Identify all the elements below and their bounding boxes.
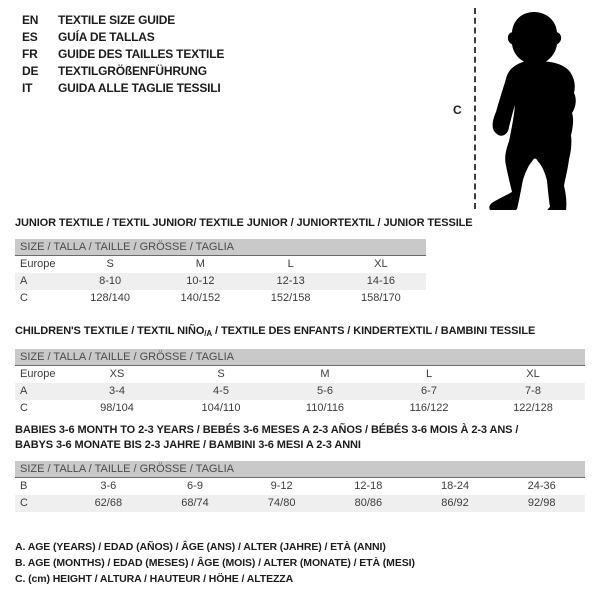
language-row-de: DE TEXTILGRÖßENFÜHRUNG — [22, 63, 224, 80]
value-cell: 68/74 — [181, 497, 209, 509]
value-cell: 12-18 — [354, 480, 383, 492]
value-cell: 128/140 — [90, 292, 130, 304]
size-cell: XL — [374, 258, 388, 270]
language-code: FR — [22, 47, 38, 61]
toddler-silhouette — [489, 12, 576, 210]
size-cell: S — [217, 368, 225, 380]
size-cell: M — [320, 368, 330, 380]
table-row-age: A 8-10 10-12 12-13 14-16 — [15, 273, 426, 290]
title-text: / TEXTILE DES ENFANTS / KINDERTEXTIL / B… — [212, 325, 536, 337]
value-cell: 3-6 — [100, 480, 117, 492]
value-cell: 6-7 — [421, 385, 437, 397]
size-header-bar: SIZE / TALLA / TAILLE / GRÖSSE / TAGLIA — [15, 239, 426, 256]
table-row-europe: Europe XS S M L XL — [15, 366, 585, 383]
footnote-age-months: B. AGE (MONTHS) / EDAD (MESES) / ÂGE (MO… — [15, 557, 415, 569]
footnote-height: C. (cm) HEIGHT / ALTURA / HAUTEUR / HÖHE… — [15, 573, 294, 585]
size-cell: XL — [526, 368, 540, 380]
value-cell: 110/116 — [305, 402, 345, 414]
value-cell: 104/110 — [201, 402, 241, 414]
value-cell: 62/68 — [94, 497, 123, 509]
title-text: CHILDREN'S TEXTILE / TEXTIL NIÑO — [15, 325, 205, 337]
language-row-it: IT GUIDA ALLE TAGLIE TESSILI — [22, 80, 224, 97]
language-row-en: EN TEXTILE SIZE GUIDE — [22, 12, 224, 29]
language-title-block: EN TEXTILE SIZE GUIDE ES GUÍA DE TALLAS … — [22, 12, 224, 97]
size-header-bar: SIZE / TALLA / TAILLE / GRÖSSE / TAGLIA — [15, 349, 585, 366]
table-row-height: C 62/68 68/74 74/80 80/86 86/92 92/98 — [15, 495, 585, 512]
row-label: Europe — [20, 258, 56, 270]
table-row-months: B 3-6 6-9 9-12 12-18 18-24 24-36 — [15, 478, 585, 495]
row-label: B — [20, 480, 28, 492]
babies-size-table: SIZE / TALLA / TAILLE / GRÖSSE / TAGLIA … — [15, 461, 585, 512]
size-header-bar: SIZE / TALLA / TAILLE / GRÖSSE / TAGLIA — [15, 461, 585, 478]
value-cell: 8-10 — [99, 275, 122, 287]
value-cell: 74/80 — [267, 497, 296, 509]
table-row-height: C 128/140 140/152 152/158 158/170 — [15, 290, 426, 307]
title-subscript: /A — [204, 329, 213, 338]
language-row-fr: FR GUIDE DES TAILLES TEXTILE — [22, 46, 224, 63]
value-cell: 9-12 — [270, 480, 293, 492]
value-cell: 92/98 — [527, 497, 556, 509]
value-cell: 116/122 — [409, 402, 449, 414]
value-cell: 140/152 — [180, 292, 221, 304]
language-title: GUIDE DES TAILLES TEXTILE — [58, 47, 225, 61]
value-cell: 12-13 — [276, 275, 305, 287]
table-row-europe: Europe S M L XL — [15, 256, 426, 273]
language-code: DE — [22, 64, 39, 78]
value-cell: 122/128 — [513, 402, 553, 414]
value-cell: 5-6 — [317, 385, 333, 397]
table-row-height: C 98/104 104/110 110/116 116/122 122/128 — [15, 400, 585, 417]
value-cell: 158/170 — [360, 292, 401, 304]
language-code: IT — [22, 81, 33, 95]
value-cell: 24-36 — [527, 480, 556, 492]
row-label: C — [20, 292, 28, 304]
value-cell: 7-8 — [525, 385, 541, 397]
row-label: C — [20, 402, 28, 414]
language-title: GUIDA ALLE TAGLIE TESSILI — [58, 81, 221, 95]
value-cell: 98/104 — [100, 402, 134, 414]
title-line-1: BABIES 3-6 MONTH TO 2-3 YEARS / BEBÉS 3-… — [15, 424, 519, 436]
section-title-children: CHILDREN'S TEXTILE / TEXTIL NIÑO/A / TEX… — [15, 324, 535, 341]
value-cell: 86/92 — [441, 497, 469, 509]
language-title: TEXTILE SIZE GUIDE — [58, 13, 176, 27]
junior-size-table: SIZE / TALLA / TAILLE / GRÖSSE / TAGLIA … — [15, 239, 426, 307]
row-label: A — [20, 275, 28, 287]
table-row-age: A 3-4 4-5 5-6 6-7 7-8 — [15, 383, 585, 400]
size-cell: XS — [109, 368, 125, 380]
value-cell: 18-24 — [440, 480, 470, 492]
language-code: ES — [22, 30, 38, 44]
value-cell: 152/158 — [270, 292, 311, 304]
value-cell: 4-5 — [213, 385, 229, 397]
language-row-es: ES GUÍA DE TALLAS — [22, 29, 224, 46]
value-cell: 14-16 — [366, 275, 395, 287]
size-cell: L — [425, 368, 433, 380]
value-cell: 10-12 — [186, 275, 215, 287]
footnote-age-years: A. AGE (YEARS) / EDAD (AÑOS) / ÂGE (ANS)… — [15, 541, 386, 553]
children-size-table: SIZE / TALLA / TAILLE / GRÖSSE / TAGLIA … — [15, 349, 585, 417]
row-label: A — [20, 385, 28, 397]
height-measure-label: C — [453, 103, 462, 117]
title-line-2: BABYS 3-6 MONATE BIS 2-3 JAHRE / BAMBINI… — [15, 439, 361, 451]
size-cell: L — [287, 258, 294, 270]
section-title-babies: BABIES 3-6 MONTH TO 2-3 YEARS / BEBÉS 3-… — [15, 423, 518, 453]
value-cell: 3-4 — [109, 385, 125, 397]
size-cell: S — [106, 258, 114, 270]
language-title: TEXTILGRÖßENFÜHRUNG — [58, 64, 207, 78]
section-title-junior: JUNIOR TEXTILE / TEXTIL JUNIOR/ TEXTILE … — [15, 217, 473, 229]
size-cell: M — [195, 258, 205, 270]
row-label: C — [20, 497, 28, 509]
height-measure-dashed-line — [474, 8, 476, 209]
value-cell: 6-9 — [187, 480, 203, 492]
value-cell: 80/86 — [354, 497, 383, 509]
row-label: Europe — [20, 368, 56, 380]
language-code: EN — [22, 13, 39, 27]
language-title: GUÍA DE TALLAS — [58, 30, 155, 44]
